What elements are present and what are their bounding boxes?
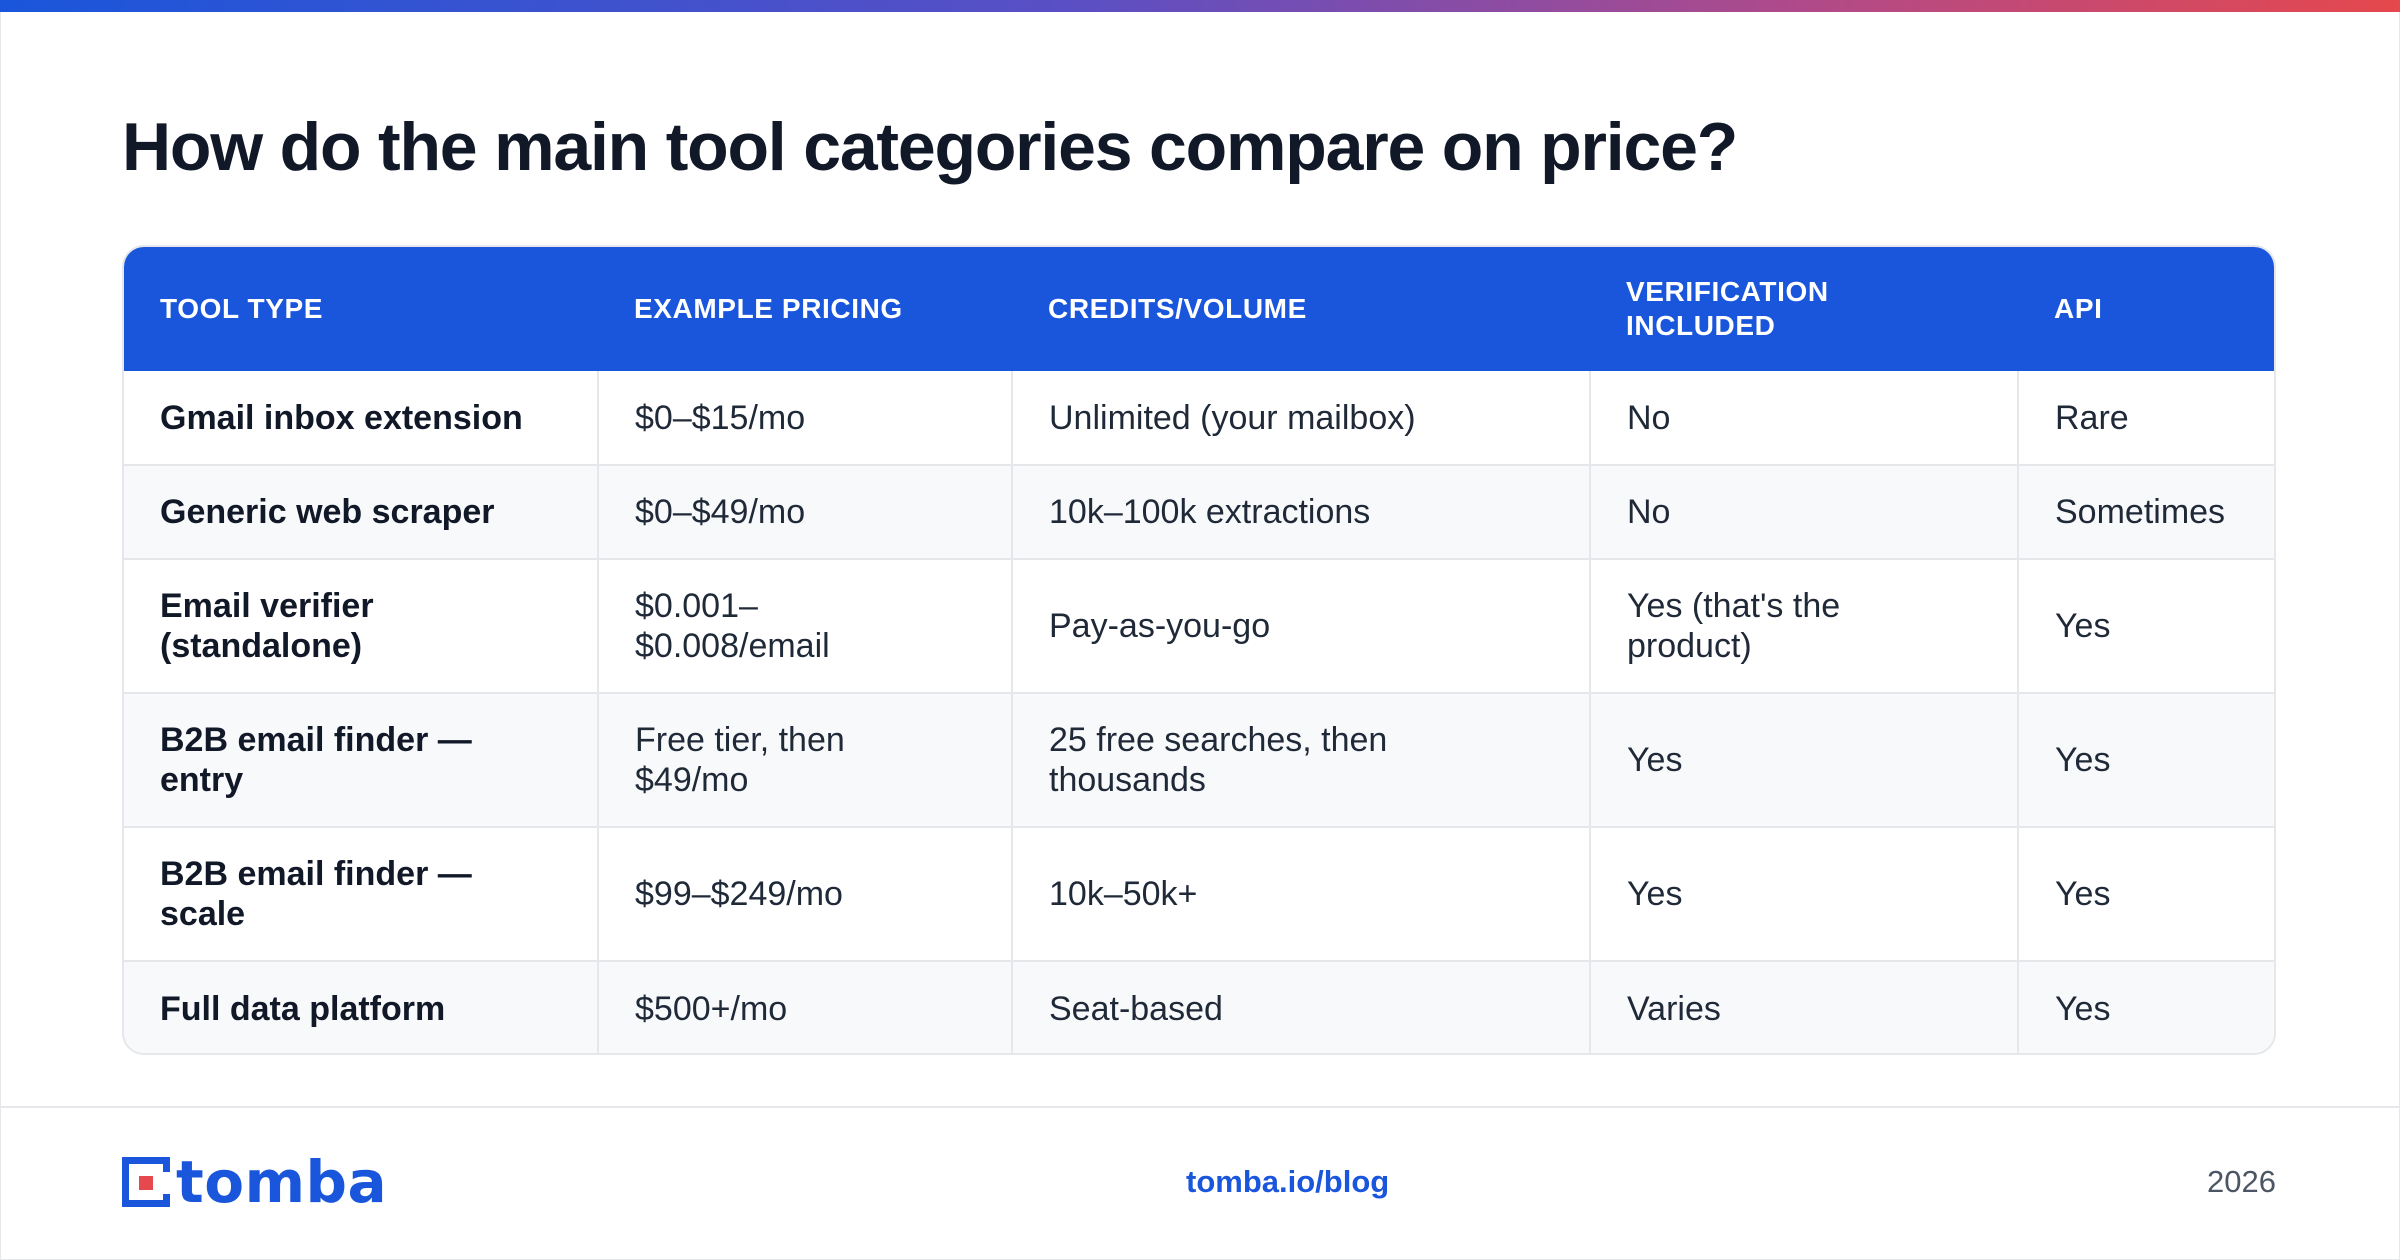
- footer-divider: [0, 1106, 2400, 1108]
- cell-credits: 25 free searches, then thousands: [1011, 692, 1590, 827]
- table-row: B2B email finder — entry Free tier, then…: [124, 692, 2274, 827]
- tomba-logo[interactable]: tomba: [122, 1148, 388, 1216]
- cell-verification: Varies: [1589, 960, 2018, 1053]
- table-row: B2B email finder — scale $99–$249/mo 10k…: [124, 826, 2274, 961]
- table-header-row: TOOL TYPE EXAMPLE PRICING CREDITS/VOLUME…: [124, 247, 2274, 371]
- table-row: Generic web scraper $0–$49/mo 10k–100k e…: [124, 464, 2274, 559]
- cell-credits: 10k–50k+: [1011, 826, 1590, 961]
- cell-verification: No: [1589, 464, 2018, 559]
- cell-pricing: $0.001–$0.008/email: [597, 558, 1012, 693]
- cell-api: Yes: [2017, 826, 2274, 961]
- pricing-comparison-table: TOOL TYPE EXAMPLE PRICING CREDITS/VOLUME…: [122, 245, 2276, 1055]
- cell-pricing: $0–$49/mo: [597, 464, 1012, 559]
- cell-api: Yes: [2017, 960, 2274, 1053]
- cell-credits: 10k–100k extractions: [1011, 464, 1590, 559]
- header-verification-included: VERIFICATION INCLUDED: [1590, 247, 2018, 371]
- cell-tool-type: B2B email finder — scale: [124, 826, 598, 961]
- logo-wordmark: tomba: [176, 1148, 388, 1216]
- comparison-table: TOOL TYPE EXAMPLE PRICING CREDITS/VOLUME…: [124, 247, 2274, 1053]
- cell-tool-type: Gmail inbox extension: [160, 398, 523, 437]
- cell-api: Yes: [2017, 558, 2274, 693]
- cell-api: Yes: [2017, 692, 2274, 827]
- cell-pricing: Free tier, then $49/mo: [597, 692, 1012, 827]
- cell-verification: Yes: [1589, 826, 2018, 961]
- cell-credits: Seat-based: [1011, 960, 1590, 1053]
- cell-tool-type: B2B email finder — entry: [124, 692, 598, 827]
- header-credits-volume: CREDITS/VOLUME: [1012, 247, 1590, 371]
- gradient-top-bar: [0, 0, 2400, 12]
- cell-verification: Yes (that's the product): [1589, 558, 2018, 693]
- cell-verification: No: [1589, 371, 2018, 465]
- cell-tool-type: Email verifier (standalone): [124, 558, 598, 693]
- cell-credits: Unlimited (your mailbox): [1011, 371, 1590, 465]
- cell-credits: Pay-as-you-go: [1011, 558, 1590, 693]
- cell-pricing: $99–$249/mo: [597, 826, 1012, 961]
- header-api: API: [2018, 247, 2274, 371]
- page-title: How do the main tool categories compare …: [122, 109, 1738, 185]
- header-example-pricing: EXAMPLE PRICING: [598, 247, 1012, 371]
- blog-link[interactable]: tomba.io/blog: [1186, 1164, 1390, 1199]
- cell-verification: Yes: [1589, 692, 2018, 827]
- table-row: Full data platform $500+/mo Seat-based V…: [124, 960, 2274, 1053]
- cell-pricing: $0–$15/mo: [597, 371, 1012, 465]
- cell-api: Sometimes: [2017, 464, 2274, 559]
- table-row: Gmail inbox extension $0–$15/mo Unlimite…: [124, 371, 2274, 465]
- cell-pricing: $500+/mo: [597, 960, 1012, 1053]
- footer-year: 2026: [2207, 1164, 2276, 1199]
- tomba-logo-icon: [122, 1157, 170, 1207]
- header-tool-type: TOOL TYPE: [124, 247, 598, 371]
- cell-tool-type: Generic web scraper: [124, 464, 598, 559]
- cell-api: Rare: [2017, 371, 2274, 465]
- cell-tool-type: Full data platform: [124, 960, 598, 1053]
- table-row: Email verifier (standalone) $0.001–$0.00…: [124, 558, 2274, 693]
